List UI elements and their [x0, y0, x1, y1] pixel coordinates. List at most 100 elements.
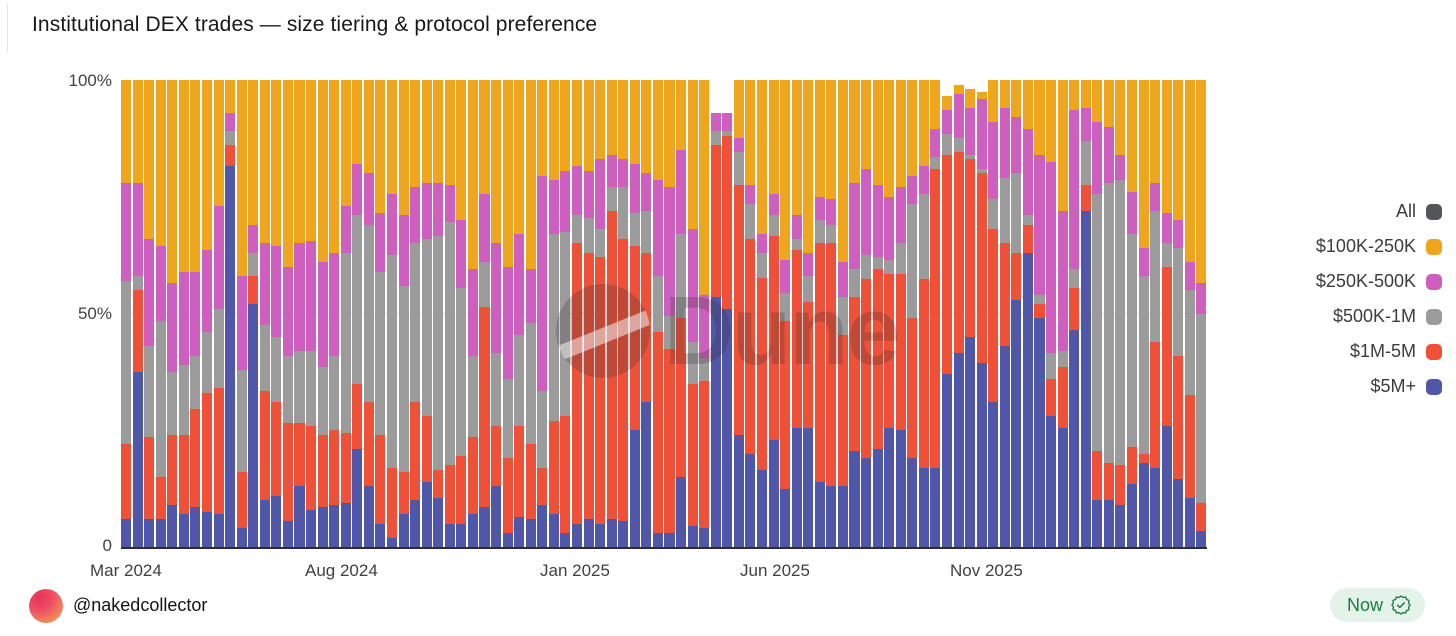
- stacked-bar[interactable]: [548, 80, 559, 547]
- stacked-bar[interactable]: [988, 80, 999, 547]
- stacked-bar[interactable]: [410, 80, 421, 547]
- stacked-bar[interactable]: [884, 80, 895, 547]
- stacked-bar[interactable]: [259, 80, 270, 547]
- stacked-bar[interactable]: [756, 80, 767, 547]
- legend-item[interactable]: All: [1316, 197, 1442, 226]
- author-handle[interactable]: @nakedcollector: [73, 595, 208, 615]
- stacked-bar[interactable]: [421, 80, 432, 547]
- stacked-bar[interactable]: [803, 80, 814, 547]
- stacked-bar[interactable]: [306, 80, 317, 547]
- stacked-bar[interactable]: [895, 80, 906, 547]
- stacked-bar[interactable]: [571, 80, 582, 547]
- stacked-bar[interactable]: [363, 80, 374, 547]
- stacked-bar[interactable]: [525, 80, 536, 547]
- stacked-bar[interactable]: [652, 80, 663, 547]
- stacked-bar[interactable]: [1069, 80, 1080, 547]
- stacked-bar[interactable]: [1126, 80, 1137, 547]
- stacked-bar[interactable]: [375, 80, 386, 547]
- stacked-bar[interactable]: [629, 80, 640, 547]
- stacked-bar[interactable]: [1011, 80, 1022, 547]
- stacked-bar[interactable]: [329, 80, 340, 547]
- stacked-bar[interactable]: [953, 80, 964, 547]
- stacked-bar[interactable]: [155, 80, 166, 547]
- stacked-bar[interactable]: [1022, 80, 1033, 547]
- stacked-bar[interactable]: [1161, 80, 1172, 547]
- stacked-bar[interactable]: [1138, 80, 1149, 547]
- stacked-bar[interactable]: [340, 80, 351, 547]
- stacked-bar[interactable]: [918, 80, 929, 547]
- legend-item[interactable]: $5M+: [1316, 372, 1442, 401]
- stacked-bar[interactable]: [1173, 80, 1184, 547]
- stacked-bar[interactable]: [537, 80, 548, 547]
- stacked-bar[interactable]: [398, 80, 409, 547]
- stacked-bar[interactable]: [826, 80, 837, 547]
- stacked-bar[interactable]: [722, 80, 733, 547]
- stacked-bar[interactable]: [837, 80, 848, 547]
- stacked-bar[interactable]: [999, 80, 1010, 547]
- legend-item[interactable]: $100K-250K: [1316, 232, 1442, 261]
- stacked-bar[interactable]: [282, 80, 293, 547]
- stacked-bar[interactable]: [352, 80, 363, 547]
- stacked-bar[interactable]: [317, 80, 328, 547]
- legend-item[interactable]: $1M-5M: [1316, 337, 1442, 366]
- stacked-bar[interactable]: [502, 80, 513, 547]
- stacked-bar[interactable]: [930, 80, 941, 547]
- stacked-bar[interactable]: [1103, 80, 1114, 547]
- stacked-bar[interactable]: [1034, 80, 1045, 547]
- stacked-bar[interactable]: [733, 80, 744, 547]
- stacked-bar[interactable]: [491, 80, 502, 547]
- stacked-bar[interactable]: [560, 80, 571, 547]
- stacked-bar[interactable]: [167, 80, 178, 547]
- avatar[interactable]: [29, 589, 63, 623]
- stacked-bar[interactable]: [1115, 80, 1126, 547]
- stacked-bar[interactable]: [872, 80, 883, 547]
- stacked-bar[interactable]: [641, 80, 652, 547]
- stacked-bar[interactable]: [433, 80, 444, 547]
- stacked-bar[interactable]: [583, 80, 594, 547]
- stacked-bar[interactable]: [699, 80, 710, 547]
- stacked-bar[interactable]: [121, 80, 132, 547]
- legend-item[interactable]: $250K-500K: [1316, 267, 1442, 296]
- stacked-bar[interactable]: [144, 80, 155, 547]
- stacked-bar[interactable]: [444, 80, 455, 547]
- stacked-bar[interactable]: [213, 80, 224, 547]
- stacked-bar[interactable]: [791, 80, 802, 547]
- stacked-bar[interactable]: [965, 80, 976, 547]
- stacked-bar[interactable]: [132, 80, 143, 547]
- stacked-bar[interactable]: [618, 80, 629, 547]
- stacked-bar[interactable]: [1184, 80, 1195, 547]
- stacked-bar[interactable]: [849, 80, 860, 547]
- stacked-bar[interactable]: [294, 80, 305, 547]
- stacked-bar[interactable]: [1150, 80, 1161, 547]
- stacked-bar[interactable]: [479, 80, 490, 547]
- stacked-bar[interactable]: [467, 80, 478, 547]
- stacked-bar[interactable]: [687, 80, 698, 547]
- stacked-bar[interactable]: [178, 80, 189, 547]
- stacked-bar[interactable]: [676, 80, 687, 547]
- stacked-bar[interactable]: [595, 80, 606, 547]
- stacked-bar[interactable]: [225, 80, 236, 547]
- stacked-bar[interactable]: [606, 80, 617, 547]
- stacked-bar[interactable]: [907, 80, 918, 547]
- stacked-bar[interactable]: [780, 80, 791, 547]
- stacked-bar[interactable]: [1196, 80, 1207, 547]
- stacked-bar[interactable]: [710, 80, 721, 547]
- stacked-bar[interactable]: [1046, 80, 1057, 547]
- stacked-bar[interactable]: [745, 80, 756, 547]
- stacked-bar[interactable]: [768, 80, 779, 547]
- stacked-bar[interactable]: [190, 80, 201, 547]
- stacked-bar[interactable]: [248, 80, 259, 547]
- stacked-bar[interactable]: [201, 80, 212, 547]
- refresh-status-badge[interactable]: Now: [1329, 588, 1425, 622]
- stacked-bar[interactable]: [236, 80, 247, 547]
- stacked-bar[interactable]: [456, 80, 467, 547]
- stacked-bar[interactable]: [1092, 80, 1103, 547]
- stacked-bar[interactable]: [664, 80, 675, 547]
- stacked-bar[interactable]: [814, 80, 825, 547]
- stacked-bar[interactable]: [271, 80, 282, 547]
- stacked-bar[interactable]: [514, 80, 525, 547]
- stacked-bar[interactable]: [976, 80, 987, 547]
- legend-item[interactable]: $500K-1M: [1316, 302, 1442, 331]
- stacked-bar[interactable]: [1080, 80, 1091, 547]
- stacked-bar[interactable]: [861, 80, 872, 547]
